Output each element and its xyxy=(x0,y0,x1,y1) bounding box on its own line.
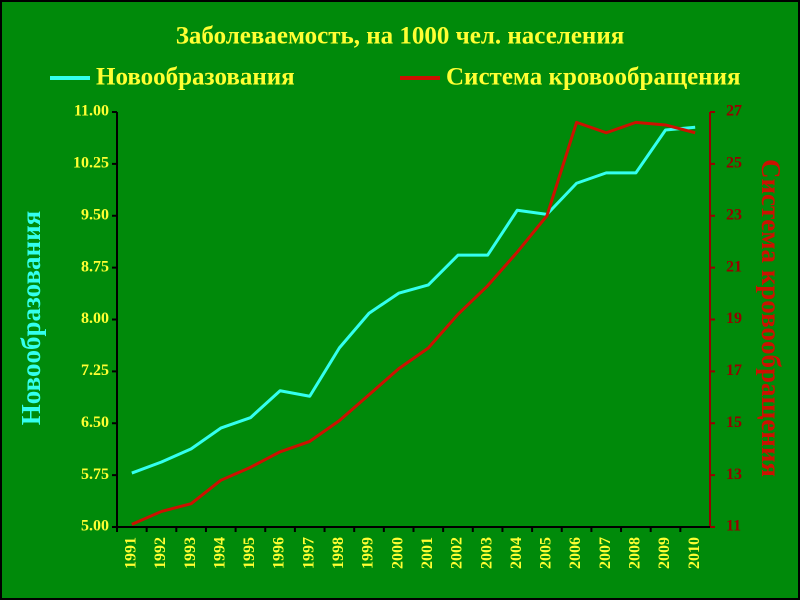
y-tick-label: 9.50 xyxy=(81,206,109,223)
y2-tick-label: 23 xyxy=(726,206,742,223)
x-tick-label: 1991 xyxy=(122,537,139,569)
y2-tick-label: 15 xyxy=(726,414,742,431)
y2-tick-label: 17 xyxy=(726,362,742,379)
y2-tick-label: 21 xyxy=(726,258,742,275)
y-tick-label: 11.00 xyxy=(74,103,109,120)
y2-tick-label: 25 xyxy=(726,155,742,172)
chart-title: Заболеваемость, на 1000 чел. населения xyxy=(176,23,625,50)
x-tick-label: 1998 xyxy=(330,537,347,569)
x-tick-label: 2007 xyxy=(597,537,614,569)
legend-label: Система кровообращения xyxy=(446,64,741,91)
series-line xyxy=(131,125,696,475)
y-tick-label: 8.00 xyxy=(81,310,109,327)
x-tick-label: 2006 xyxy=(567,537,584,569)
x-tick-label: 2003 xyxy=(478,537,495,569)
y-axis-title: Новообразования xyxy=(16,211,46,426)
y-tick-label: 5.00 xyxy=(81,518,109,535)
x-tick-label: 2009 xyxy=(656,537,673,569)
series-line xyxy=(131,120,696,526)
x-tick-label: 2001 xyxy=(419,537,436,569)
x-tick-label: 1993 xyxy=(182,537,199,569)
x-tick-label: 2005 xyxy=(538,537,555,569)
y2-tick-label: 13 xyxy=(726,466,742,483)
y-tick-label: 8.75 xyxy=(81,258,109,275)
x-tick-label: 1994 xyxy=(211,537,228,569)
x-tick-label: 2010 xyxy=(686,537,703,569)
x-tick-label: 1997 xyxy=(300,537,317,569)
x-tick-label: 1999 xyxy=(360,537,377,569)
y2-tick-label: 27 xyxy=(726,103,742,120)
x-tick-label: 1996 xyxy=(271,537,288,569)
y-tick-label: 6.50 xyxy=(81,414,109,431)
x-tick-label: 2002 xyxy=(449,537,466,569)
x-tick-label: 2000 xyxy=(389,537,406,569)
x-tick-label: 2008 xyxy=(627,537,644,569)
y2-tick-label: 11 xyxy=(726,518,741,535)
y2-tick-label: 19 xyxy=(726,310,742,327)
y-tick-label: 5.75 xyxy=(81,466,109,483)
y-tick-label: 10.25 xyxy=(73,155,109,172)
y-tick-label: 7.25 xyxy=(81,362,109,379)
x-tick-label: 2004 xyxy=(508,537,525,569)
x-tick-label: 1992 xyxy=(152,537,169,569)
y2-axis-title: Система кровообращения xyxy=(756,159,786,477)
x-tick-label: 1995 xyxy=(241,537,258,569)
legend-label: Новообразования xyxy=(96,64,295,91)
